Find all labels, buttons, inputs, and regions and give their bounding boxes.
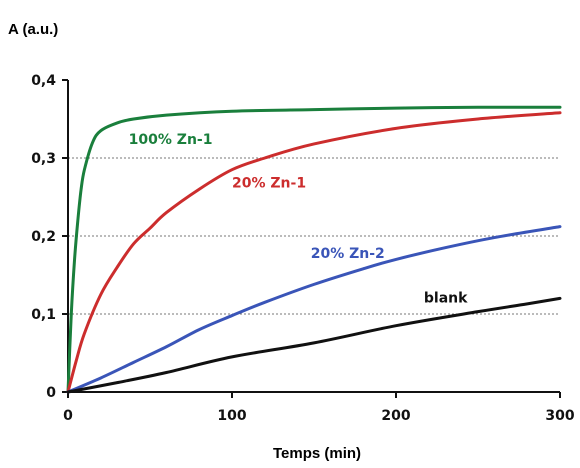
series-label-1: 20% Zn-1 — [232, 176, 306, 192]
series-labels: 100% Zn-1 20% Zn-1 20% Zn-2 blank — [129, 132, 468, 306]
series-line-1 — [66, 111, 562, 394]
tick-labels: 0 0,1 0,2 0,3 0,4 0 100 200 300 — [31, 73, 575, 424]
x-tick-label-2: 200 — [381, 408, 410, 424]
series-label-3: blank — [424, 290, 468, 306]
x-tick-label-3: 300 — [545, 408, 574, 424]
y-tick-label-0: 0 — [46, 385, 56, 401]
y-axis-label: A (a.u.) — [8, 21, 58, 38]
x-tick-label-0: 0 — [63, 408, 73, 424]
x-tick-label-1: 100 — [217, 408, 246, 424]
series-label-2: 20% Zn-2 — [311, 246, 385, 262]
axes — [62, 79, 561, 398]
series-line-2 — [66, 225, 562, 394]
series — [66, 105, 562, 394]
series-line-3 — [66, 296, 562, 394]
series-label-0: 100% Zn-1 — [129, 132, 213, 148]
x-axis-label: Temps (min) — [273, 445, 361, 462]
y-tick-label-4: 0,4 — [31, 73, 56, 89]
grid — [68, 157, 560, 315]
y-tick-label-2: 0,2 — [31, 229, 56, 245]
y-tick-label-1: 0,1 — [31, 307, 56, 323]
series-line-0 — [66, 105, 562, 394]
y-tick-label-3: 0,3 — [31, 151, 56, 167]
